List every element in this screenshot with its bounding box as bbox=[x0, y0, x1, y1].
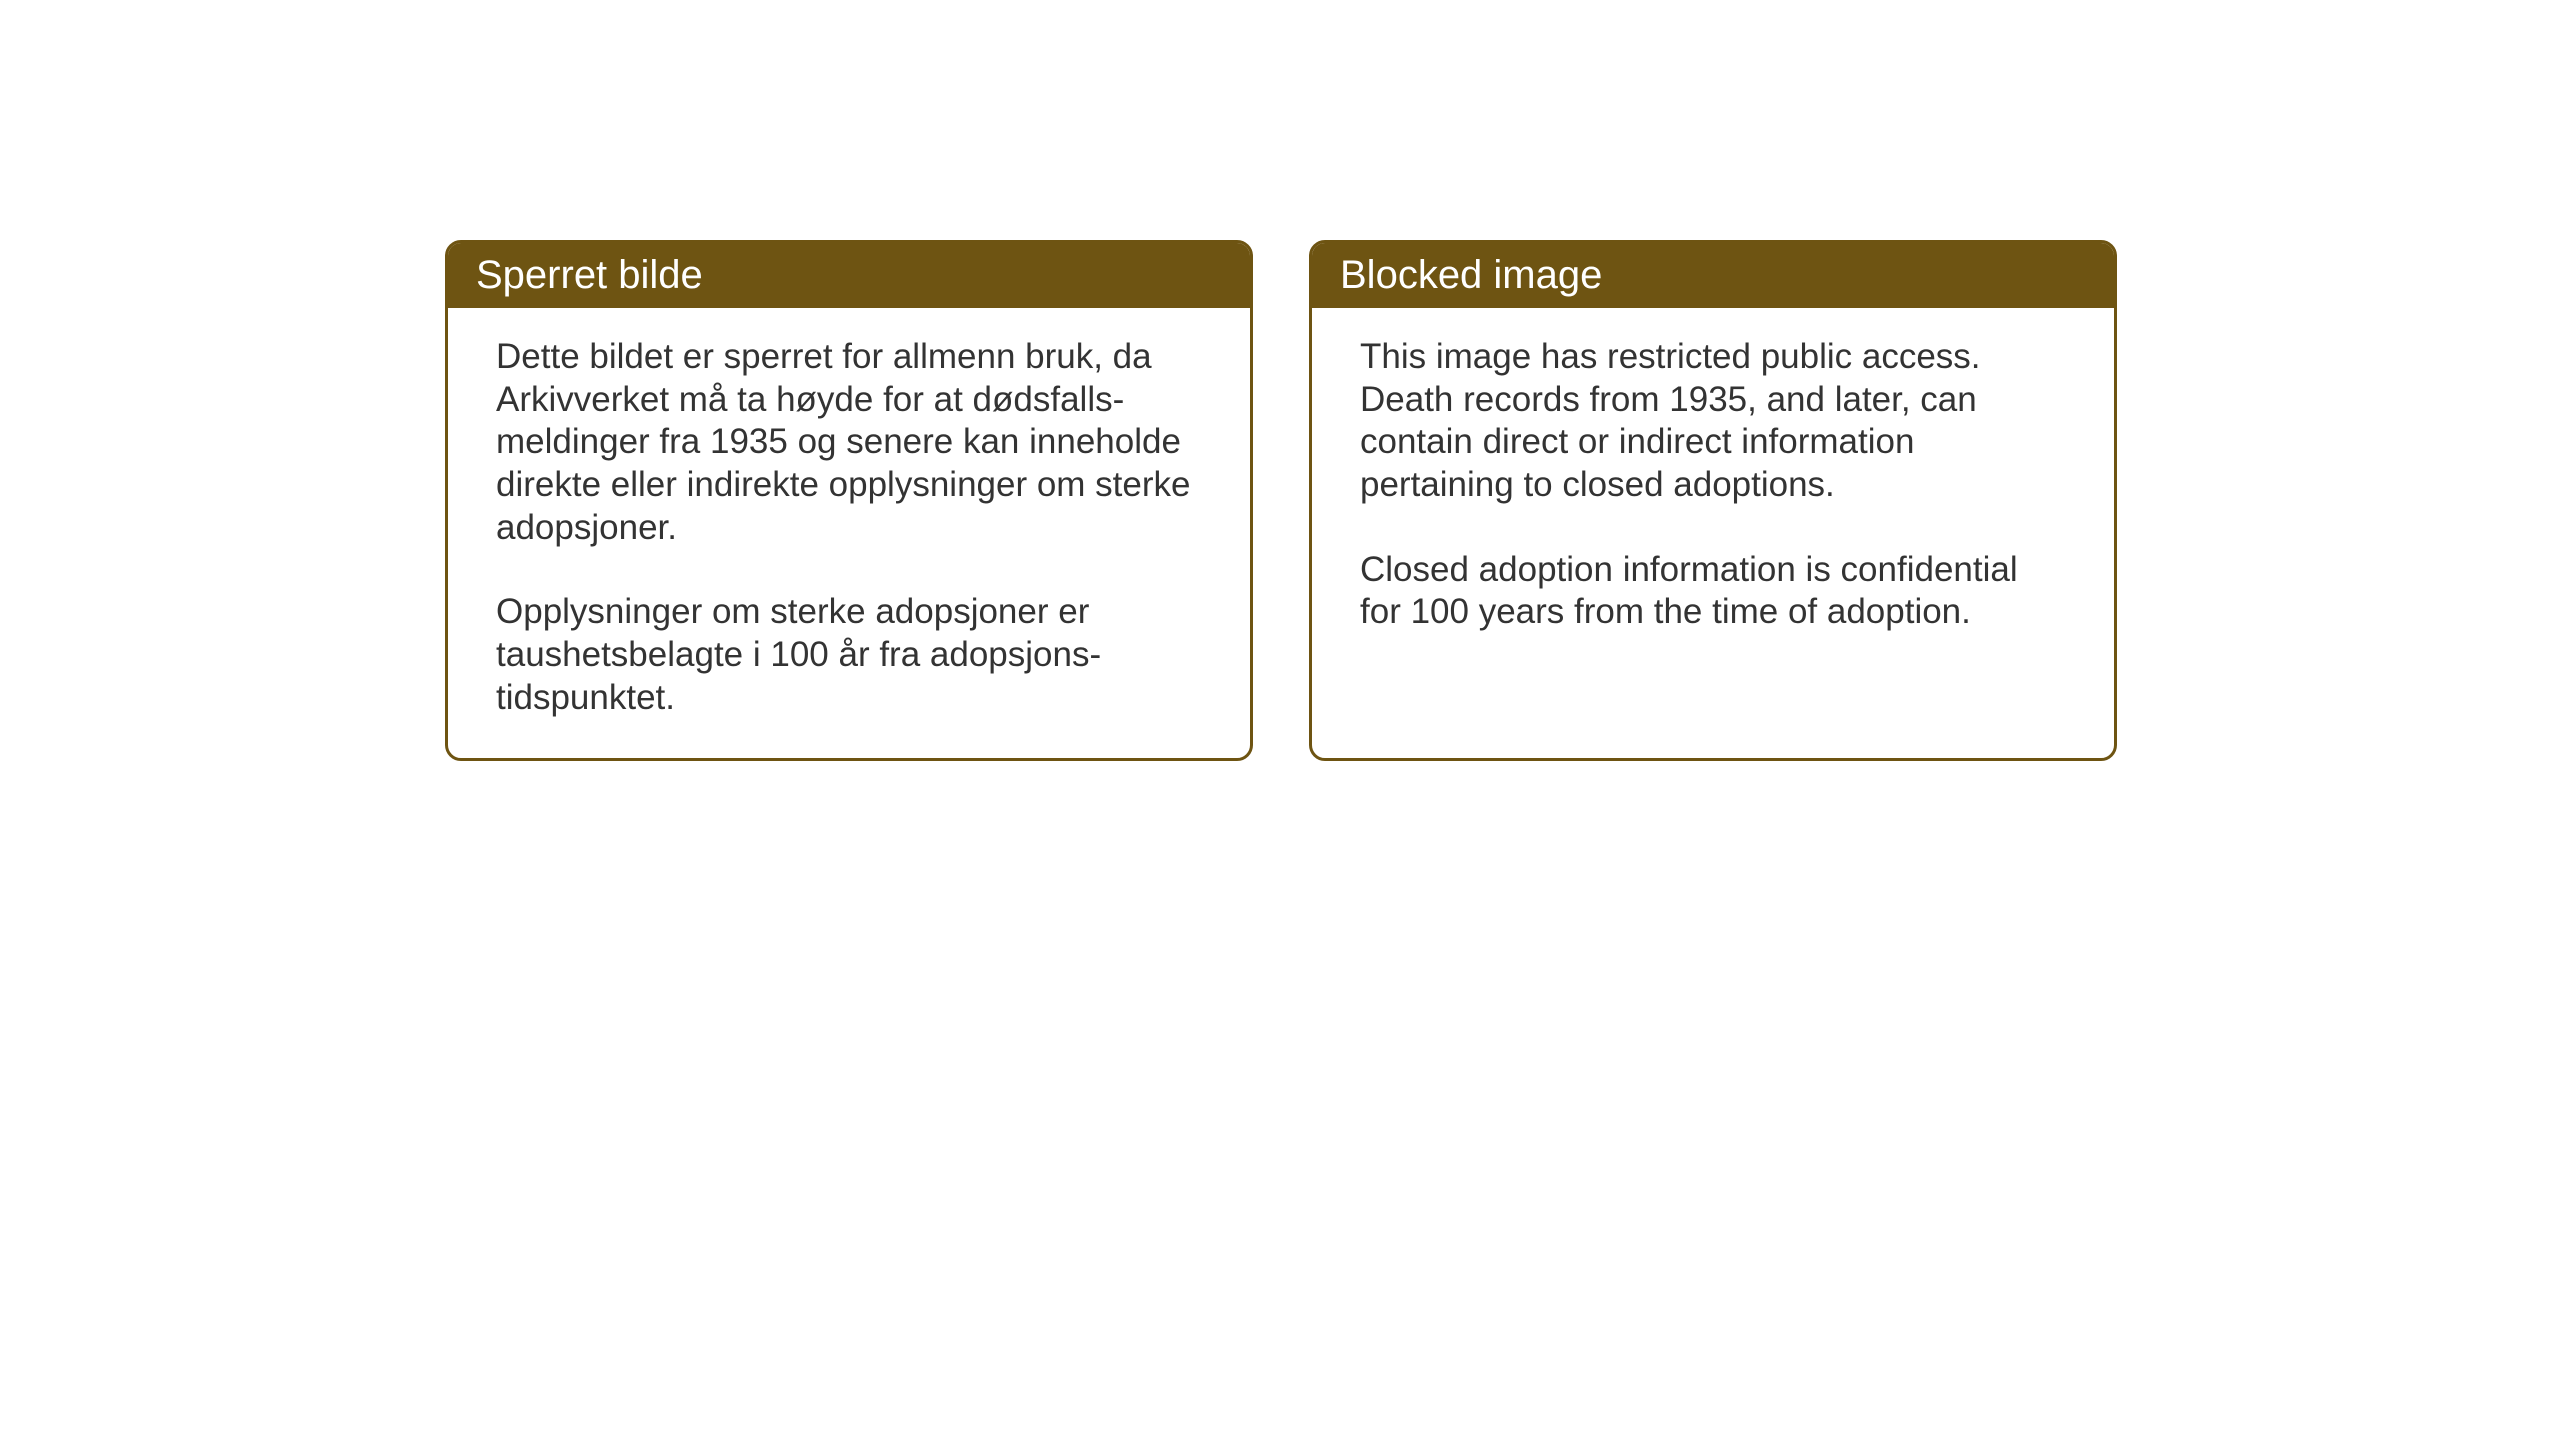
notice-paragraph-1-english: This image has restricted public access.… bbox=[1360, 336, 2066, 507]
notice-body-english: This image has restricted public access.… bbox=[1312, 308, 2114, 672]
notice-title-norwegian: Sperret bilde bbox=[476, 253, 703, 297]
notice-header-english: Blocked image bbox=[1312, 243, 2114, 308]
notice-container: Sperret bilde Dette bildet er sperret fo… bbox=[445, 240, 2117, 761]
notice-card-norwegian: Sperret bilde Dette bildet er sperret fo… bbox=[445, 240, 1253, 761]
notice-paragraph-1-norwegian: Dette bildet er sperret for allmenn bruk… bbox=[496, 336, 1202, 549]
notice-paragraph-2-english: Closed adoption information is confident… bbox=[1360, 549, 2066, 634]
notice-paragraph-2-norwegian: Opplysninger om sterke adopsjoner er tau… bbox=[496, 591, 1202, 719]
notice-header-norwegian: Sperret bilde bbox=[448, 243, 1250, 308]
notice-title-english: Blocked image bbox=[1340, 253, 1602, 297]
notice-body-norwegian: Dette bildet er sperret for allmenn bruk… bbox=[448, 308, 1250, 758]
notice-card-english: Blocked image This image has restricted … bbox=[1309, 240, 2117, 761]
